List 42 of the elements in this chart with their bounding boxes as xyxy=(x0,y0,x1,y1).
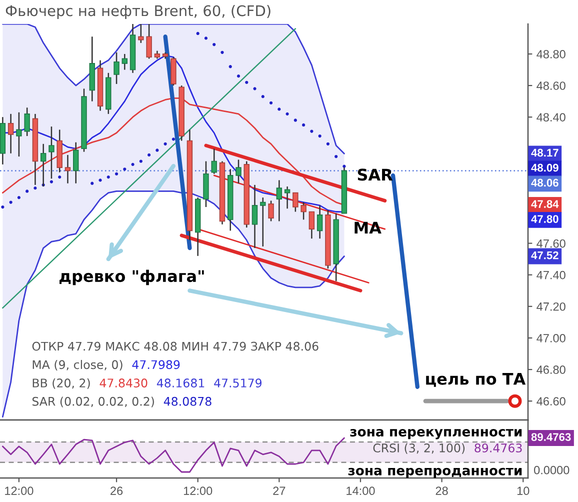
x-tick-label: 28 xyxy=(436,486,448,496)
annotation: MA (9, close, 0) xyxy=(32,360,122,370)
annotation: ОТКР 47.79 МАКС 48.08 МИН 47.79 ЗАКР 48.06 xyxy=(32,342,318,351)
y-tick-label: 47.00 xyxy=(536,334,566,342)
annotation: 89.4763 xyxy=(474,443,522,452)
x-tick-label: 12:00 xyxy=(5,486,34,496)
annotation: древко "флага" xyxy=(60,270,204,286)
annotation: 47.8430 xyxy=(100,378,148,388)
x-tick-label: 27 xyxy=(273,486,286,495)
y-tick-label: 47.40 xyxy=(536,270,566,280)
y-tick-label: 46.60 xyxy=(536,397,566,406)
annotation: MA xyxy=(354,222,382,234)
x-tick-label: 10 xyxy=(517,486,530,496)
text: 47.84 xyxy=(531,200,559,208)
y-tick-label: 48.40 xyxy=(536,113,566,122)
text: 47.80 xyxy=(531,215,558,223)
y-tick-label: 48.80 xyxy=(536,50,566,58)
x-tick-label: 26 xyxy=(110,486,123,496)
annotation: 48.0878 xyxy=(164,396,212,406)
y-tick-label: 47.20 xyxy=(536,302,566,311)
text: 0.0000 xyxy=(534,466,570,474)
annotation: SAR (0.02, 0.02, 0.2) xyxy=(32,396,154,408)
y-tick-label: 48.60 xyxy=(536,82,566,90)
text: 48.06 xyxy=(531,178,558,187)
y-tick-label: 46.80 xyxy=(536,366,566,374)
annotation: BB (20, 2) xyxy=(32,378,90,389)
x-tick-label: 14:00 xyxy=(346,486,375,496)
annotation: SAR xyxy=(358,168,393,181)
text: 89.4763 xyxy=(531,433,571,441)
annotation: 48.1681 xyxy=(156,378,204,388)
annotation: CRSI (3, 2, 100) xyxy=(373,443,465,454)
text: 48.17 xyxy=(531,148,558,157)
text: 47.52 xyxy=(531,251,558,260)
text: 48.09 xyxy=(531,164,558,172)
ref-line-label: зона перепроданности xyxy=(348,468,522,478)
x-tick-label: 12:00 xyxy=(184,486,212,496)
y-tick-label: 47.60 xyxy=(536,239,566,248)
ref-line-label: зона перекупленности xyxy=(350,428,522,440)
chart-title: Фьючерс на нефть Brent, 60, (CFD) xyxy=(6,4,270,20)
annotation: 47.5179 xyxy=(214,378,262,388)
annotation: цель по ТА xyxy=(426,372,526,387)
annotation: 47.7989 xyxy=(132,360,180,370)
